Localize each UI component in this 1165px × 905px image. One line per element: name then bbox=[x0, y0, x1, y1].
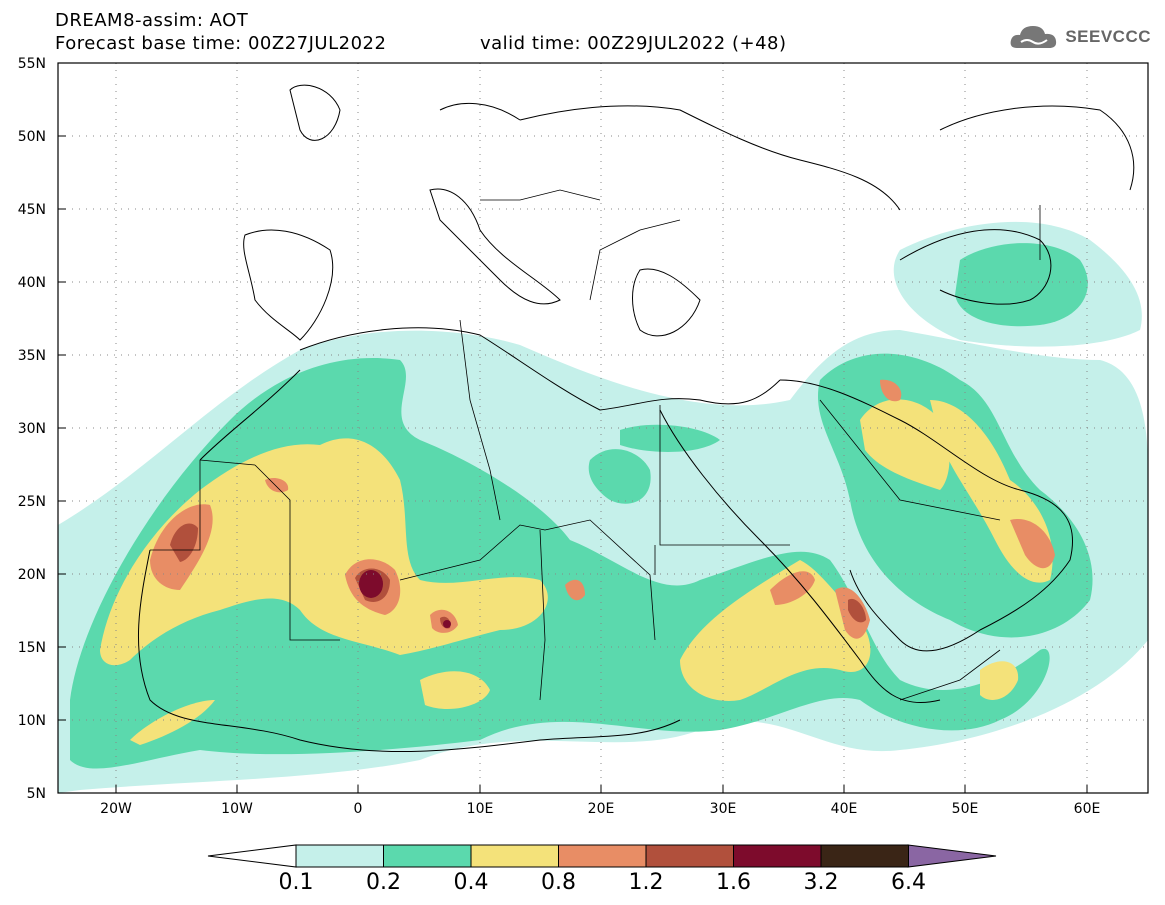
colorbar-under-arrow bbox=[207, 844, 297, 868]
colorbar-label: 1.6 bbox=[716, 870, 751, 895]
colorbar-swatch bbox=[733, 844, 822, 868]
colorbar-swatch bbox=[295, 844, 384, 868]
lon-labels: 20W 10W 0 10E 20E 30E 40E 50E 60E bbox=[100, 801, 1100, 817]
lon-tick-label: 30E bbox=[710, 801, 737, 817]
lat-tick-label: 15N bbox=[18, 640, 46, 656]
lat-tick-label: 55N bbox=[18, 56, 46, 72]
aot-layer-0.4 bbox=[680, 560, 871, 701]
lat-labels: 55N 50N 45N 40N 35N 30N 25N 20N 15N 10N … bbox=[18, 56, 46, 802]
colorbar-swatch bbox=[558, 844, 647, 868]
lat-tick-label: 10N bbox=[18, 713, 46, 729]
lat-tick-label: 5N bbox=[27, 786, 46, 802]
lat-tick-label: 45N bbox=[18, 202, 46, 218]
colorbar-label: 6.4 bbox=[891, 870, 926, 895]
lat-tick-label: 30N bbox=[18, 421, 46, 437]
lon-tick-label: 10E bbox=[467, 801, 494, 817]
colorbar bbox=[207, 844, 997, 868]
aot-layer-0.8 bbox=[770, 571, 815, 605]
map-title: DREAM8-assim: AOT bbox=[55, 10, 249, 31]
aot-layer-0.4 bbox=[980, 661, 1019, 700]
colorbar-swatch bbox=[820, 844, 909, 868]
lat-tick-label: 50N bbox=[18, 129, 46, 145]
aot-layer-0.8 bbox=[565, 579, 585, 601]
lat-tick-label: 35N bbox=[18, 348, 46, 364]
aot-layer-0.8 bbox=[880, 379, 902, 402]
colorbar-over-arrow bbox=[907, 844, 997, 868]
lon-tick-label: 20W bbox=[100, 801, 132, 817]
aot-layer-1.2 bbox=[848, 598, 866, 623]
lon-tick-label: 0 bbox=[354, 801, 363, 817]
colorbar-label: 0.4 bbox=[453, 870, 489, 895]
forecast-base-time: Forecast base time: 00Z27JUL2022 bbox=[55, 33, 387, 54]
aot-layer-0.4 bbox=[860, 399, 950, 490]
aot-layer-1.6 bbox=[359, 570, 383, 598]
valid-time: valid time: 00Z29JUL2022 (+48) bbox=[480, 33, 787, 54]
aot-layer-1.2 bbox=[170, 523, 198, 562]
colorbar-label: 3.2 bbox=[803, 870, 839, 895]
aot-layer-0.4 bbox=[130, 700, 215, 745]
lat-tick-label: 20N bbox=[18, 567, 46, 583]
lat-tick-label: 25N bbox=[18, 494, 46, 510]
aot-layer-0.2 bbox=[620, 424, 720, 452]
lon-tick-label: 50E bbox=[952, 801, 979, 817]
country-borders bbox=[150, 189, 1041, 701]
colorbar-label: 0.8 bbox=[541, 870, 576, 895]
aot-layer-0.2 bbox=[955, 243, 1088, 327]
logo-text: SEEVCCC bbox=[1065, 27, 1151, 46]
aot-layer-0.4 bbox=[420, 671, 490, 710]
aot-layer-0.8 bbox=[1010, 519, 1055, 569]
colorbar-label: 1.2 bbox=[628, 870, 664, 895]
lon-tick-label: 60E bbox=[1074, 801, 1101, 817]
cloud-icon bbox=[1010, 26, 1057, 48]
axis-ticks bbox=[58, 62, 1088, 794]
seevccc-logo: SEEVCCC bbox=[1009, 22, 1151, 52]
lat-tick-label: 40N bbox=[18, 275, 46, 291]
aot-field bbox=[58, 63, 1148, 793]
aot-layer-1.6 bbox=[443, 620, 451, 628]
map-grid bbox=[58, 63, 1148, 793]
aot-layer-0.4 bbox=[100, 438, 548, 666]
aot-layer-0.2 bbox=[588, 449, 651, 504]
colorbar-swatch bbox=[470, 844, 559, 868]
lon-tick-label: 40E bbox=[831, 801, 858, 817]
colorbar-label: 0.2 bbox=[366, 870, 401, 895]
coastlines bbox=[138, 84, 1135, 753]
lon-tick-label: 10W bbox=[221, 801, 253, 817]
colorbar-swatch bbox=[645, 844, 734, 868]
lon-tick-label: 20E bbox=[588, 801, 615, 817]
colorbar-label: 0.1 bbox=[278, 870, 314, 895]
colorbar-swatch bbox=[383, 844, 472, 868]
aot-layer-0.8 bbox=[265, 478, 289, 493]
